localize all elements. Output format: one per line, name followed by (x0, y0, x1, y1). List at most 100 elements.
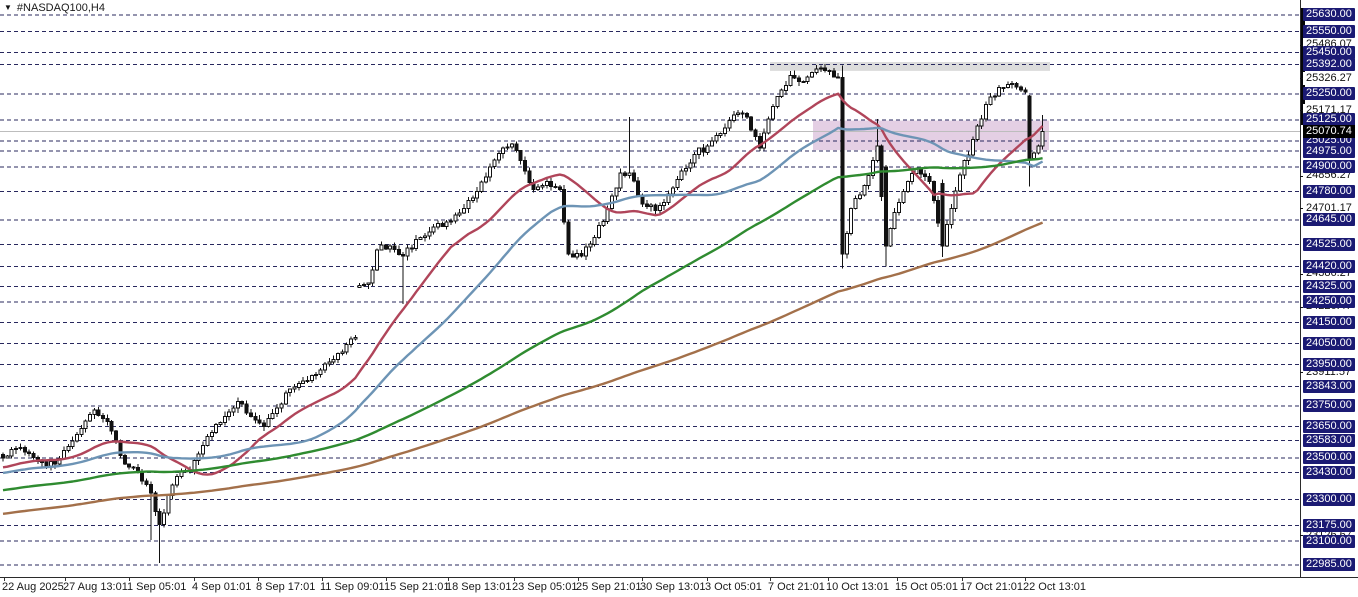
candle (257, 419, 262, 424)
candle (697, 147, 701, 155)
candle (31, 453, 36, 458)
candle (1036, 145, 1041, 154)
candle (201, 444, 206, 455)
candle (649, 204, 654, 208)
candle (631, 172, 636, 182)
candle (566, 221, 571, 255)
candle (670, 187, 675, 195)
candle (683, 167, 688, 172)
candle (66, 445, 71, 451)
candle (514, 143, 519, 152)
candle (144, 480, 149, 486)
price-level-label: 23175.00 (1303, 519, 1355, 532)
price-level-label: 24645.00 (1303, 213, 1355, 226)
candle (5, 455, 10, 459)
candle (818, 67, 823, 70)
candle (775, 96, 780, 107)
price-level-label: 23500.00 (1303, 451, 1355, 464)
candle (770, 106, 775, 120)
candle (727, 120, 732, 129)
candle (192, 460, 197, 471)
candle (109, 421, 114, 432)
candle (927, 176, 932, 182)
candle (231, 407, 236, 413)
candle (931, 180, 936, 201)
candle (827, 70, 832, 72)
candle (701, 147, 706, 153)
time-axis-label: 23 Sep 05:01 (512, 581, 578, 593)
price-level-label: 23843.00 (1303, 380, 1355, 393)
candle (544, 180, 549, 187)
price-level-label: 24525.00 (1303, 238, 1355, 251)
candle (127, 463, 132, 468)
candle (362, 284, 366, 287)
time-axis[interactable]: 22 Aug 2025 27 Aug 13:01 1 Sep 05:01 4 Sep … (0, 577, 1358, 597)
candle (1, 454, 5, 459)
axis-tick (1300, 176, 1305, 177)
candle (596, 225, 601, 239)
candle (444, 221, 449, 227)
candle (309, 375, 314, 381)
candle (288, 388, 293, 394)
candle (44, 461, 49, 467)
candle (140, 471, 145, 482)
axis-tick (1300, 78, 1305, 79)
time-axis-tick (4, 578, 5, 581)
candle (414, 239, 419, 249)
time-axis-label: 7 Oct 21:01 (768, 581, 825, 593)
axis-tick (1300, 208, 1305, 209)
time-axis-label: 22 Oct 13:01 (1023, 581, 1086, 593)
candle (644, 203, 649, 208)
price-level-label: 24420.00 (1303, 260, 1355, 273)
candle (831, 70, 836, 78)
candle (788, 74, 793, 87)
candle (836, 76, 841, 79)
candle (910, 172, 915, 182)
candle (992, 95, 997, 98)
time-axis-tick (194, 578, 195, 581)
candle (779, 89, 784, 98)
time-axis-tick (129, 578, 130, 581)
candle (175, 476, 179, 486)
candle (940, 182, 945, 247)
candle (405, 247, 410, 257)
candle (1040, 130, 1045, 147)
candle (422, 235, 427, 239)
price-level-label: 23300.00 (1303, 493, 1355, 506)
time-axis-tick (770, 578, 771, 581)
candle (805, 76, 810, 82)
candle (888, 228, 893, 247)
price-level-label: 23100.00 (1303, 535, 1355, 548)
price-axis-line (1300, 0, 1301, 577)
candle (627, 172, 632, 177)
time-axis-label: 10 Oct 13:01 (826, 581, 889, 593)
candle (714, 134, 719, 142)
candle (470, 197, 475, 201)
candle (749, 116, 754, 131)
time-axis-label: 11 Sep 09:01 (320, 581, 385, 593)
candle (218, 422, 223, 426)
candle (675, 178, 680, 189)
candle (892, 212, 897, 230)
time-axis-label: 15 Oct 05:01 (895, 581, 958, 593)
candle (944, 224, 949, 247)
candle (744, 113, 749, 118)
candle (105, 417, 110, 422)
candle (797, 77, 801, 82)
candle (536, 186, 540, 191)
price-level-label: 23430.00 (1303, 466, 1355, 479)
candle (96, 409, 101, 416)
price-level-label: 24325.00 (1303, 280, 1355, 293)
time-axis-tick (1025, 578, 1026, 581)
symbol-selector[interactable]: ▼ #NASDAQ100,H4 (4, 2, 105, 14)
price-level-label: 23583.00 (1303, 434, 1355, 447)
candle (240, 401, 245, 405)
candle (853, 197, 858, 209)
candle (53, 461, 58, 465)
time-axis-tick (65, 578, 66, 581)
candle (418, 237, 423, 241)
candle (253, 415, 258, 421)
candle (662, 201, 667, 207)
price-level-label: 24975.00 (1303, 145, 1355, 158)
chart-canvas[interactable] (0, 0, 1300, 577)
